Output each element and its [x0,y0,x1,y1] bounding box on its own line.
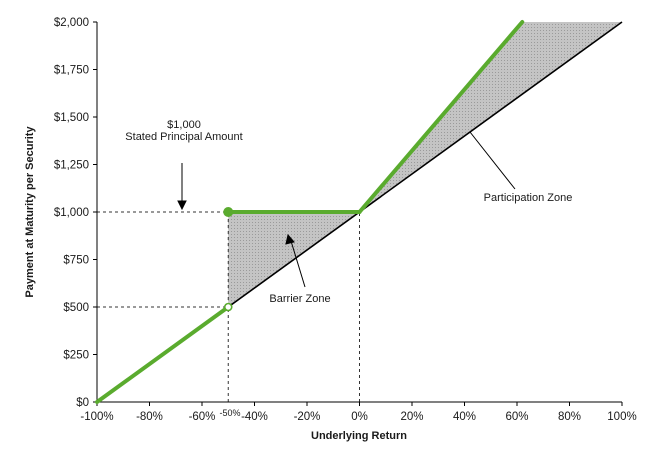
barrier-zone-arrow-head [285,233,295,245]
x-tick-label-7: 40% [453,411,476,423]
markers [223,207,234,312]
x-tick-label-2: -60% [189,411,216,423]
x-tick-label-3: -40% [241,411,268,423]
principal-annotation-value: $1,000 [167,119,201,131]
axes [93,21,623,406]
x-tick-label-4: -20% [294,411,321,423]
participation-zone-arrow [469,131,516,190]
payoff-segment-2 [357,20,525,214]
participation-zone-label: Participation Zone [484,192,573,204]
x-tick-label-9: 80% [558,411,581,423]
y-axis-title: Payment at Maturity per Security [24,126,36,298]
x-tick-label-6: 20% [400,411,423,423]
marker-hollow-1 [223,302,233,312]
x-tick-label-0: -100% [80,411,113,423]
y-tick-label-0: $0 [76,397,89,409]
tick-labels: $0 $250 $500 $750 $1,000 $1,250 $1,500 $1,750 $2… [54,17,637,423]
y-tick-label-5: $1,250 [54,160,89,172]
y-tick-label-3: $750 [63,255,89,267]
payoff-segment-0 [95,305,231,404]
y-tick-label-6: $1,500 [54,112,89,124]
barrier-tick-label: -50% [219,408,240,418]
principal-arrow-head [177,200,187,211]
barrier-zone-label: Barrier Zone [269,293,330,305]
payoff-lines [95,20,623,404]
y-tick-label-1: $250 [63,350,89,362]
annotation-arrows [177,131,516,288]
principal-annotation-label: Stated Principal Amount [125,131,242,143]
barrier-zone-arrow [290,240,306,288]
x-axis-title: Underlying Return [311,430,407,442]
y-tick-label-4: $1,000 [54,207,89,219]
x-tick-label-10: 100% [607,411,636,423]
x-tick-label-5: 0% [351,411,368,423]
y-tick-label-8: $2,000 [54,17,89,29]
marker-filled-0 [223,207,234,217]
x-tick-label-1: -80% [136,411,163,423]
reference-lines [97,211,360,402]
x-tick-label-8: 60% [505,411,528,423]
y-tick-label-2: $500 [63,302,89,314]
y-tick-label-7: $1,750 [54,65,89,77]
